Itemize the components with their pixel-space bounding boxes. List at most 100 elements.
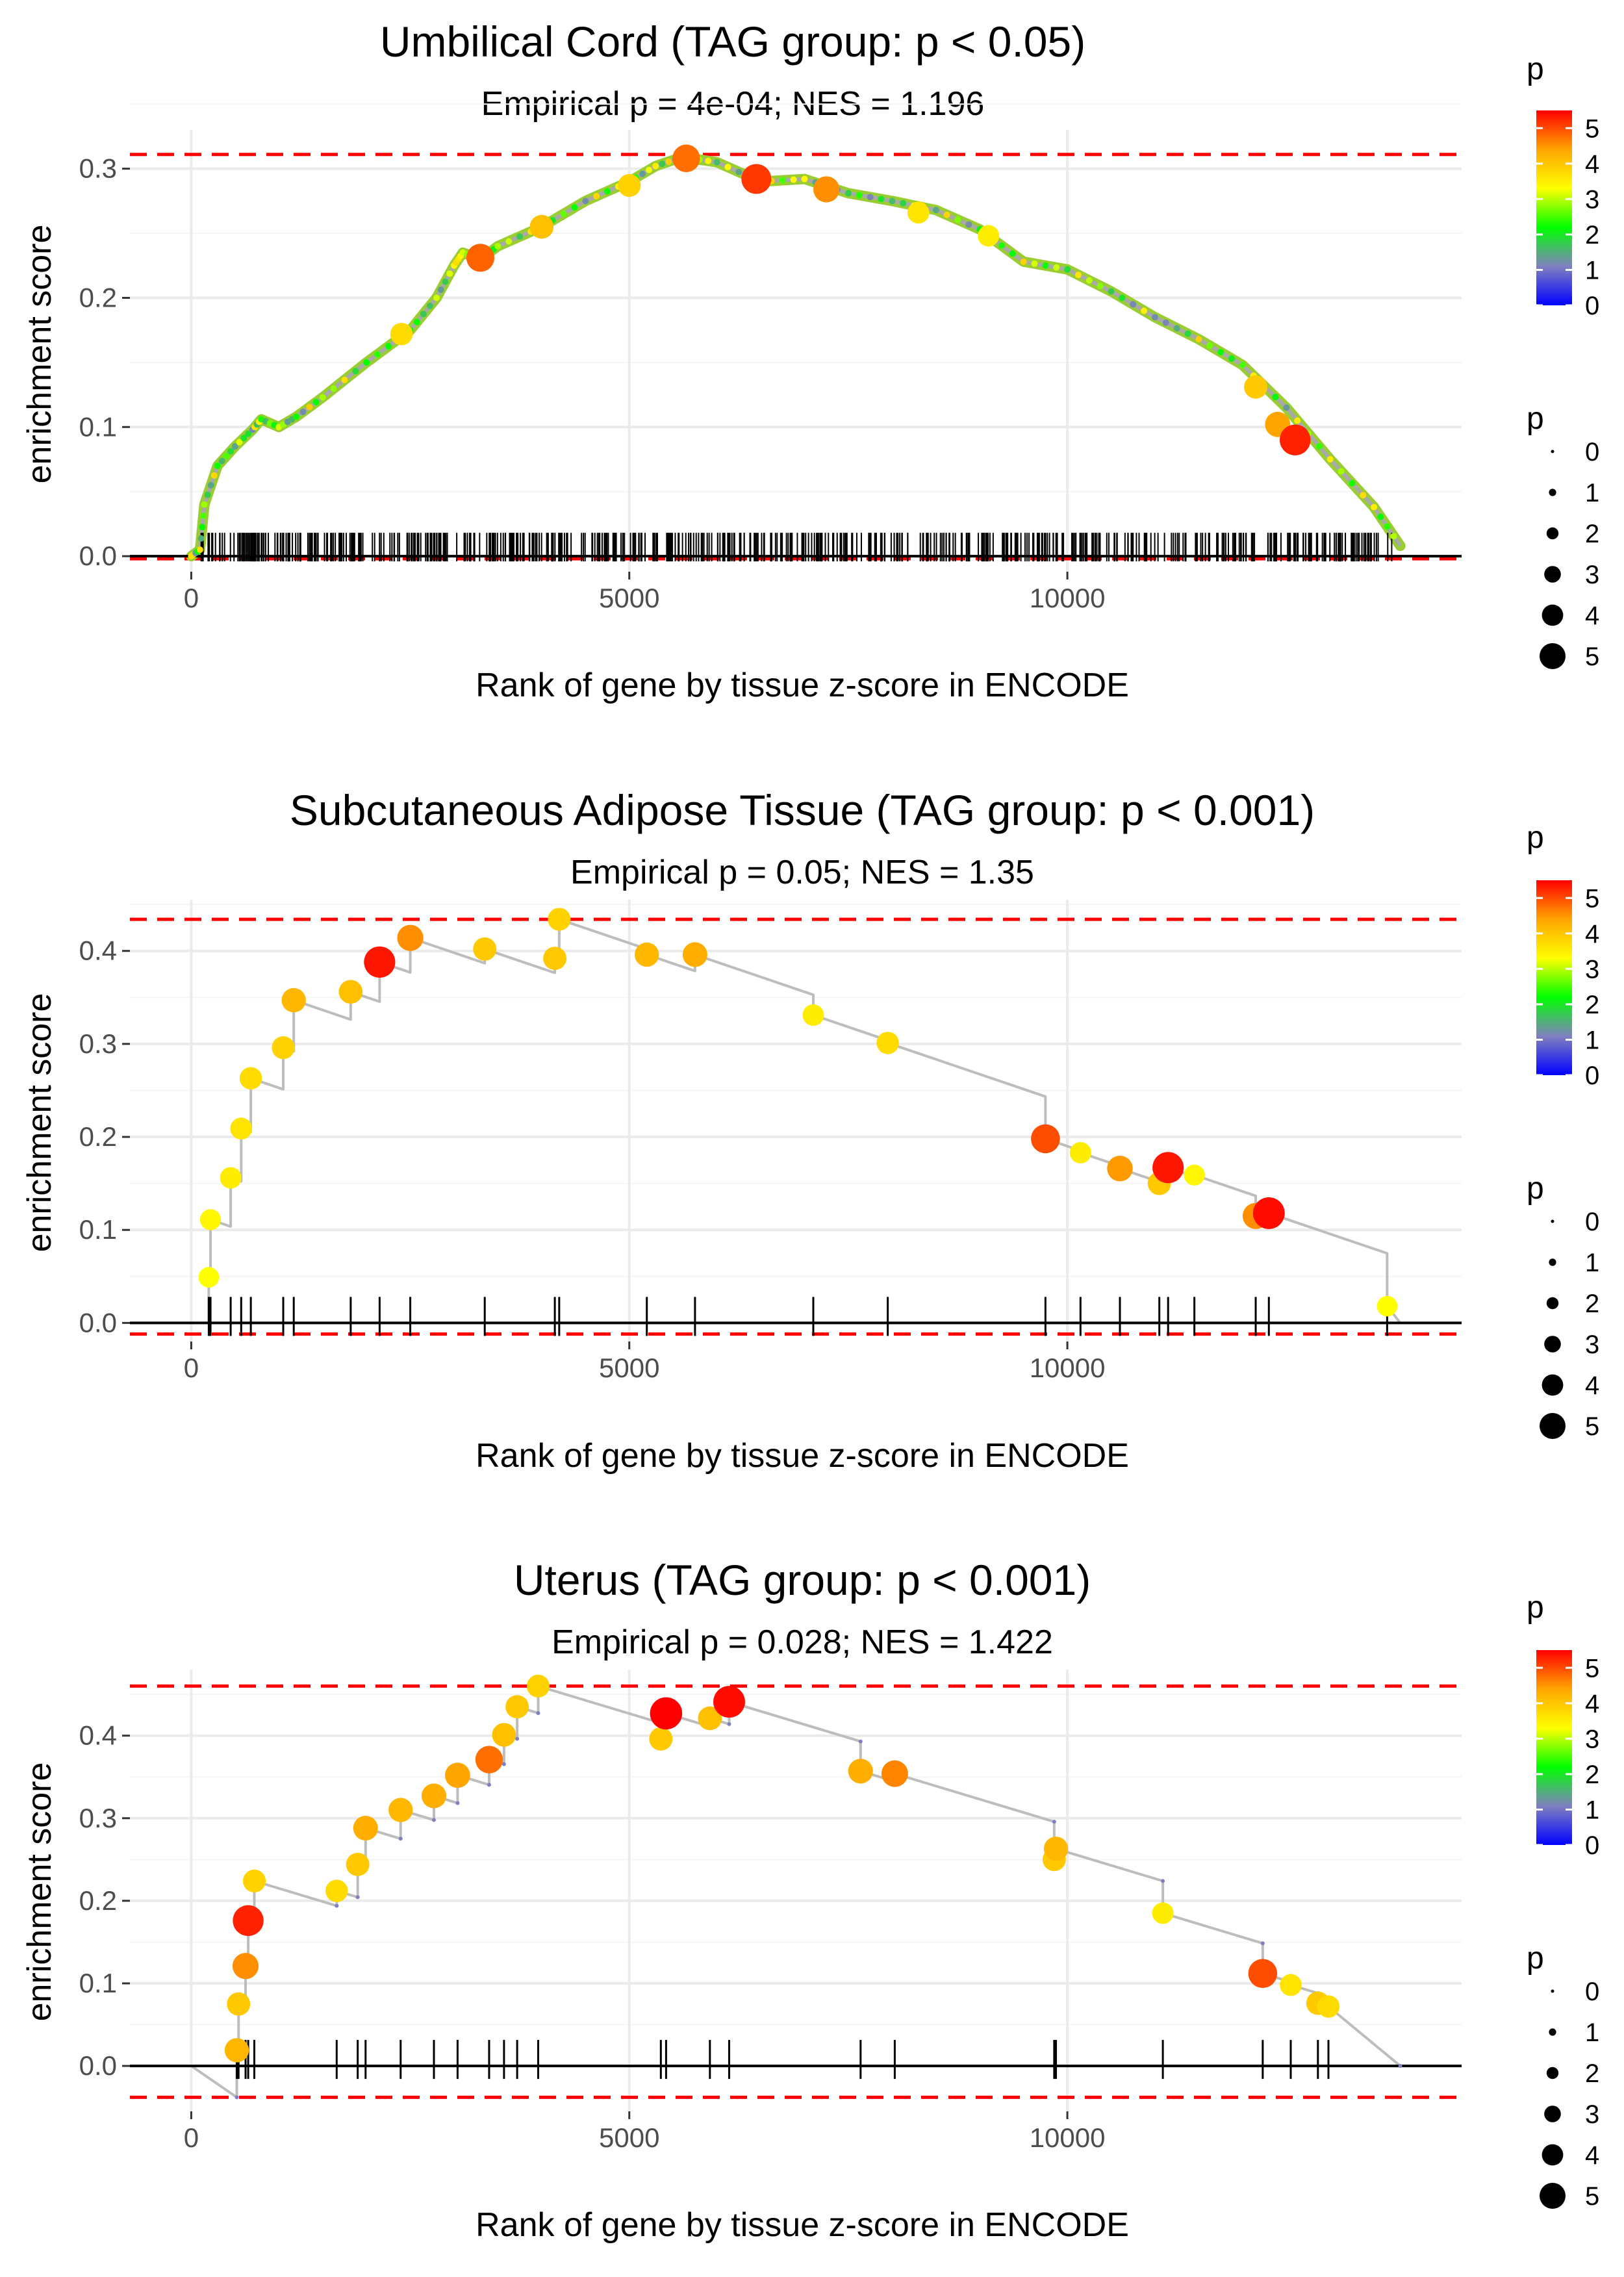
curve-point [582,197,589,205]
legend: p p 0 1 2 3 4 5 0 1 2 3 4 5 [1527,1590,1599,2211]
hit-point [325,1879,348,1902]
curve-point [1097,283,1104,290]
curve-point [1151,314,1158,321]
color-legend-title: p [1527,52,1544,86]
y-tick-label: 0.0 [79,1307,117,1338]
hit-point [682,942,707,967]
size-legend-dot [1551,1989,1554,1993]
curve-point [433,294,440,301]
hit-point [233,1905,264,1937]
curve-point [954,216,961,223]
curve-point [1119,294,1126,301]
curve-point [713,159,720,166]
hit-point [698,1706,722,1731]
curve-point [1228,355,1235,362]
hit-point [492,1723,516,1747]
walk-vertex [455,1801,460,1805]
hit-point [475,1746,503,1774]
curve-point [1141,307,1148,314]
hit-point [230,1117,253,1140]
curve-point [1173,325,1180,332]
gene-hit-rug [130,1297,1462,1336]
size-legend-dot [1549,2028,1556,2036]
x-axis-title: Rank of gene by tissue z-score in ENCODE [476,1437,1129,1475]
panel-umbilical-cord: Umbilical Cord (TAG group: p < 0.05) Emp… [21,18,1599,704]
curve-point [801,175,808,183]
walk-vertex [858,1739,863,1744]
color-bar-label: 0 [1585,1062,1599,1090]
curve-point [1031,260,1038,267]
enrichment-curve [130,917,1462,1336]
curve-point [413,318,420,325]
hit-point [199,1209,222,1230]
size-legend-dot [1544,566,1561,583]
x-tick-label: 10000 [1030,2122,1106,2153]
size-legend-dot [1540,643,1566,669]
walk-line [207,918,1402,1324]
y-tick-label: 0.1 [79,1214,117,1245]
y-tick-label: 0.3 [79,1803,117,1833]
curve-point [965,221,972,228]
y-tick-label: 0.4 [79,1720,117,1751]
hit-point [505,1695,529,1719]
size-legend-dot [1540,1413,1566,1439]
x-tick-label: 0 [184,583,199,613]
curve-point [735,168,742,175]
curve-point [790,176,797,183]
hit-point [224,2038,249,2063]
size-legend-label: 4 [1585,1371,1599,1400]
hit-point [232,1953,259,1979]
size-legend-label: 2 [1585,520,1599,548]
curve-point [1326,456,1334,463]
x-tick-label: 0 [184,1353,199,1383]
curve-point [210,472,218,479]
walk-vertex [355,1895,360,1900]
curve-point [1349,479,1356,487]
curve-point [1338,468,1345,475]
size-legend-label: 5 [1585,642,1599,671]
color-legend-title: p [1527,820,1544,855]
y-axis-ticks: 0.0 0.1 0.2 0.3 0.4 [79,935,130,1338]
curve-point [932,207,939,214]
highlight-point [618,173,641,197]
size-legend-label: 1 [1585,1249,1599,1277]
y-axis-title: enrichment score [21,225,58,484]
curve-point [878,196,885,203]
hit-point [1252,1197,1285,1229]
curve-point [442,278,449,285]
curve-point [1108,288,1115,295]
walk-vertex [335,1903,339,1908]
highlight-point [978,225,1000,247]
hit-point [1184,1164,1205,1186]
x-tick-label: 5000 [599,2122,659,2153]
size-legend-dot [1549,489,1556,496]
highlight-point [741,164,772,194]
highlight-point [907,201,930,224]
size-legend-label: 0 [1585,1208,1599,1236]
x-tick-label: 10000 [1030,583,1106,613]
size-legend-label: 3 [1585,561,1599,589]
hit-point [713,1686,745,1718]
curve-point [352,368,359,375]
color-legend-title: p [1527,1590,1544,1625]
y-tick-label: 0.0 [79,541,117,571]
hit-point [353,1815,378,1841]
curve-point [1130,301,1137,308]
curve-point [306,403,313,411]
color-bar-label: 5 [1585,884,1599,913]
y-tick-label: 0.2 [79,1885,117,1916]
size-legend-dot [1546,1297,1559,1310]
y-tick-label: 0.3 [79,1028,117,1059]
color-bar-label: 4 [1585,1690,1599,1718]
highlight-point [390,322,413,346]
walk-vertex [515,1736,520,1741]
size-legend-label: 0 [1585,438,1599,466]
hit-point [543,947,567,971]
y-axis-ticks: 0.0 0.1 0.2 0.3 [79,153,130,571]
curve-point [1074,272,1082,279]
size-legend-dot [1542,1374,1564,1396]
grid-lines [130,103,1462,572]
x-axis-title: Rank of gene by tissue z-score in ENCODE [476,667,1129,704]
curve-point [245,430,252,437]
